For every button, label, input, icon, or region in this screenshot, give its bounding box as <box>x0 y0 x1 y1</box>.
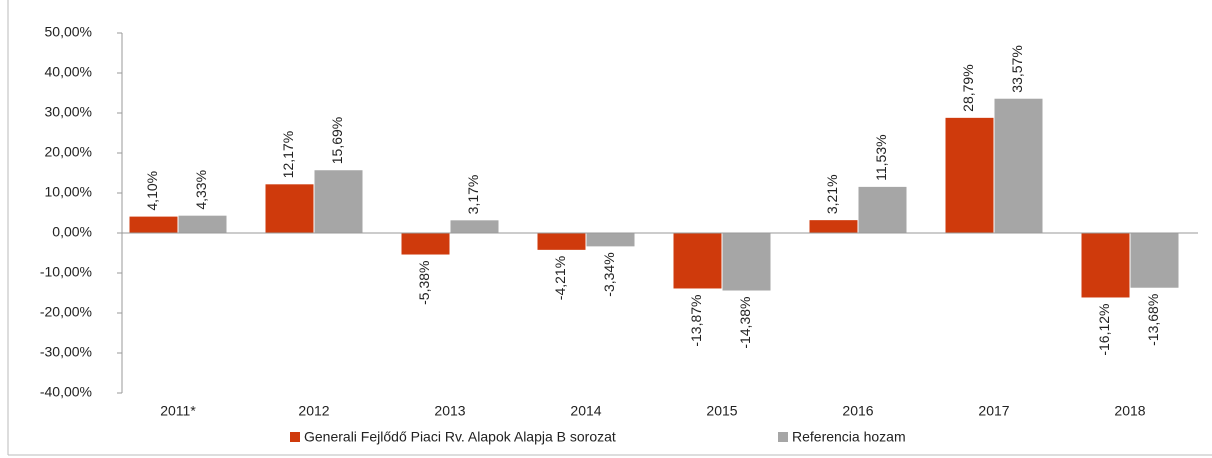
bar <box>994 98 1043 233</box>
value-label: 12,17% <box>280 131 296 178</box>
y-tick-label: -40,00% <box>40 384 92 400</box>
value-label: 4,10% <box>144 171 160 211</box>
bar <box>858 186 907 233</box>
value-label: -14,38% <box>737 297 753 349</box>
value-label: 15,69% <box>329 117 345 164</box>
bar <box>178 215 227 233</box>
x-tick-label: 2012 <box>298 403 329 419</box>
x-tick-label: 2018 <box>1114 403 1145 419</box>
y-tick-label: 30,00% <box>45 104 92 120</box>
value-label: 4,33% <box>193 170 209 210</box>
value-label: -13,68% <box>1145 294 1161 346</box>
value-label: 3,17% <box>465 175 481 215</box>
bar <box>722 233 771 291</box>
legend-swatch <box>290 432 300 442</box>
y-tick-label: 40,00% <box>45 64 92 80</box>
bar <box>1081 233 1130 298</box>
bar <box>586 233 635 247</box>
y-tick-label: -20,00% <box>40 304 92 320</box>
value-label: -3,34% <box>601 252 617 296</box>
value-label: -13,87% <box>688 294 704 346</box>
bar <box>809 220 858 233</box>
value-label: 28,79% <box>960 64 976 111</box>
legend-label: Referencia hozam <box>792 429 906 445</box>
value-label: 3,21% <box>824 174 840 214</box>
value-label: -5,38% <box>416 261 432 305</box>
y-tick-label: 0,00% <box>52 224 92 240</box>
x-tick-label: 2017 <box>978 403 1009 419</box>
y-tick-label: -30,00% <box>40 344 92 360</box>
bar <box>314 170 363 233</box>
bar <box>673 233 722 289</box>
value-label: 33,57% <box>1009 45 1025 92</box>
y-tick-label: 10,00% <box>45 184 92 200</box>
y-tick-label: 50,00% <box>45 24 92 40</box>
x-tick-label: 2014 <box>570 403 601 419</box>
bar <box>401 233 450 255</box>
legend-label: Generali Fejlődő Piaci Rv. Alapok Alapja… <box>304 429 616 445</box>
x-tick-label: 2013 <box>434 403 465 419</box>
x-tick-label: 2015 <box>706 403 737 419</box>
bar <box>945 117 994 233</box>
x-tick-label: 2016 <box>842 403 873 419</box>
value-label: 11,53% <box>873 134 889 180</box>
x-tick-label: 2011* <box>160 403 196 419</box>
value-label: -16,12% <box>1096 303 1112 355</box>
bar <box>265 184 314 233</box>
bar <box>537 233 586 250</box>
bar <box>450 220 499 233</box>
bar <box>1130 233 1179 288</box>
bar <box>129 216 178 233</box>
y-tick-label: -10,00% <box>40 264 92 280</box>
y-tick-label: 20,00% <box>45 144 92 160</box>
value-label: -4,21% <box>552 256 568 300</box>
legend-swatch <box>778 432 788 442</box>
